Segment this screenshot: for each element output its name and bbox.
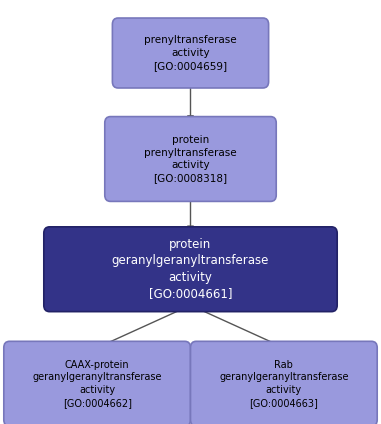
Text: protein
prenyltransferase
activity
[GO:0008318]: protein prenyltransferase activity [GO:0… <box>144 135 237 183</box>
FancyBboxPatch shape <box>112 18 269 88</box>
Text: CAAX-protein
geranylgeranyltransferase
activity
[GO:0004662]: CAAX-protein geranylgeranyltransferase a… <box>32 360 162 408</box>
FancyBboxPatch shape <box>105 117 276 201</box>
Text: protein
geranylgeranyltransferase
activity
[GO:0004661]: protein geranylgeranyltransferase activi… <box>112 238 269 301</box>
FancyBboxPatch shape <box>44 227 337 312</box>
Text: Rab
geranylgeranyltransferase
activity
[GO:0004663]: Rab geranylgeranyltransferase activity [… <box>219 360 349 408</box>
FancyBboxPatch shape <box>190 341 377 424</box>
FancyBboxPatch shape <box>4 341 190 424</box>
Text: prenyltransferase
activity
[GO:0004659]: prenyltransferase activity [GO:0004659] <box>144 35 237 71</box>
